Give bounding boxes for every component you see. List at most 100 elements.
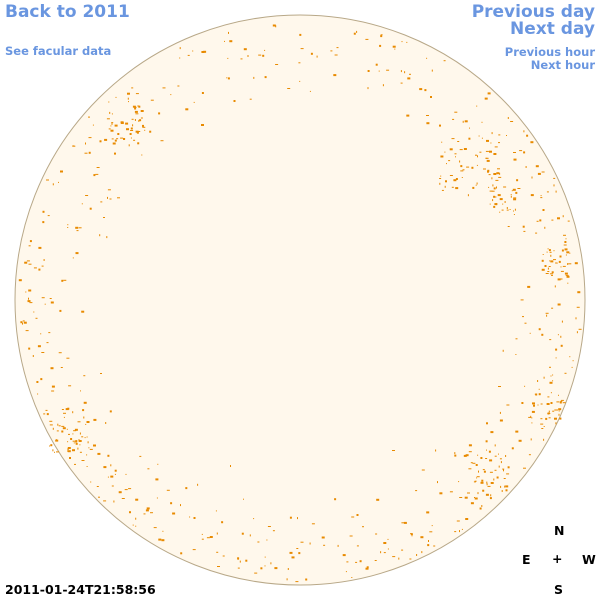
facula-mark — [547, 271, 550, 272]
facula-mark — [519, 150, 523, 152]
facula-mark — [489, 203, 491, 205]
facula-mark — [337, 544, 339, 547]
facula-mark — [41, 352, 45, 353]
facula-mark — [81, 310, 85, 313]
previous-day-link[interactable]: Previous day — [471, 2, 595, 22]
facula-mark — [409, 73, 411, 75]
facula-mark — [493, 187, 496, 190]
facula-mark — [546, 403, 550, 405]
facula-mark — [535, 232, 538, 234]
facula-mark — [29, 240, 32, 243]
facula-mark — [296, 548, 299, 549]
facula-mark — [215, 510, 217, 512]
facula-mark — [426, 57, 428, 59]
facula-mark — [564, 372, 567, 374]
next-hour-link[interactable]: Next hour — [530, 58, 595, 72]
facula-mark — [560, 399, 564, 401]
facula-mark — [502, 349, 504, 352]
facula-mark — [351, 577, 353, 578]
facula-mark — [134, 107, 137, 110]
facula-mark — [574, 262, 578, 265]
facula-mark — [460, 165, 463, 168]
facula-mark — [170, 94, 172, 96]
facula-mark — [243, 48, 247, 51]
facula-mark — [426, 511, 430, 514]
facula-mark — [530, 141, 534, 144]
facula-mark — [114, 152, 116, 155]
facula-mark — [48, 332, 51, 334]
facula-mark — [513, 158, 517, 161]
facula-mark — [62, 427, 66, 430]
facula-mark — [560, 335, 562, 338]
facula-mark — [523, 230, 526, 232]
facula-mark — [576, 331, 578, 334]
facula-mark — [421, 469, 425, 471]
facula-mark — [137, 105, 140, 107]
facula-mark — [493, 478, 495, 481]
facula-mark — [559, 255, 562, 258]
back-to-year-link[interactable]: Back to 2011 — [5, 2, 130, 22]
facula-mark — [131, 87, 134, 89]
next-day-link[interactable]: Next day — [510, 19, 595, 39]
facula-mark — [295, 581, 299, 583]
facula-mark — [545, 273, 549, 274]
facula-mark — [465, 518, 469, 520]
facula-mark — [353, 32, 356, 35]
facula-mark — [533, 404, 535, 407]
facula-mark — [493, 173, 497, 175]
previous-hour-link[interactable]: Previous hour — [504, 45, 595, 59]
facula-mark — [93, 444, 96, 447]
facula-mark — [75, 442, 78, 445]
facula-mark — [132, 124, 134, 127]
facula-mark — [477, 492, 479, 495]
facula-mark — [476, 476, 480, 478]
facula-mark — [125, 122, 129, 125]
facula-mark — [540, 418, 543, 420]
facula-mark — [492, 199, 494, 202]
facula-mark — [494, 455, 497, 457]
facula-mark — [150, 512, 153, 514]
facula-mark — [57, 423, 59, 426]
facula-mark — [430, 96, 432, 98]
facula-mark — [386, 69, 390, 71]
facula-mark — [124, 489, 128, 491]
facula-mark — [228, 31, 229, 34]
facula-mark — [144, 129, 146, 131]
facula-mark — [247, 55, 249, 57]
facula-mark — [287, 88, 291, 89]
facula-mark — [523, 467, 526, 469]
facula-mark — [33, 267, 37, 269]
facula-mark — [249, 534, 251, 537]
facula-mark — [111, 122, 113, 125]
facula-mark — [81, 203, 83, 205]
facula-mark — [489, 497, 492, 500]
facula-mark — [89, 448, 93, 450]
facula-mark — [464, 120, 468, 123]
facula-mark — [499, 211, 501, 213]
facula-mark — [103, 217, 105, 218]
facula-mark — [81, 436, 84, 438]
facula-mark — [93, 174, 96, 177]
facula-mark — [510, 195, 512, 198]
facula-mark — [510, 121, 514, 122]
facula-mark — [299, 80, 301, 82]
facula-mark — [496, 172, 500, 175]
facula-mark — [47, 215, 50, 217]
facula-mark — [334, 54, 338, 56]
facula-mark — [138, 119, 140, 122]
facula-mark — [557, 278, 561, 281]
facula-mark — [548, 410, 550, 413]
facula-mark — [449, 148, 453, 151]
see-facular-data-link[interactable]: See facular data — [5, 44, 112, 58]
facula-mark — [43, 413, 46, 415]
facula-mark — [554, 285, 556, 288]
facula-mark — [558, 413, 560, 416]
facula-mark — [467, 194, 469, 197]
facula-mark — [376, 498, 380, 501]
facula-mark — [502, 203, 504, 205]
facula-mark — [345, 571, 347, 573]
facula-mark — [114, 124, 118, 127]
facula-mark — [484, 97, 488, 100]
facula-mark — [129, 511, 131, 514]
